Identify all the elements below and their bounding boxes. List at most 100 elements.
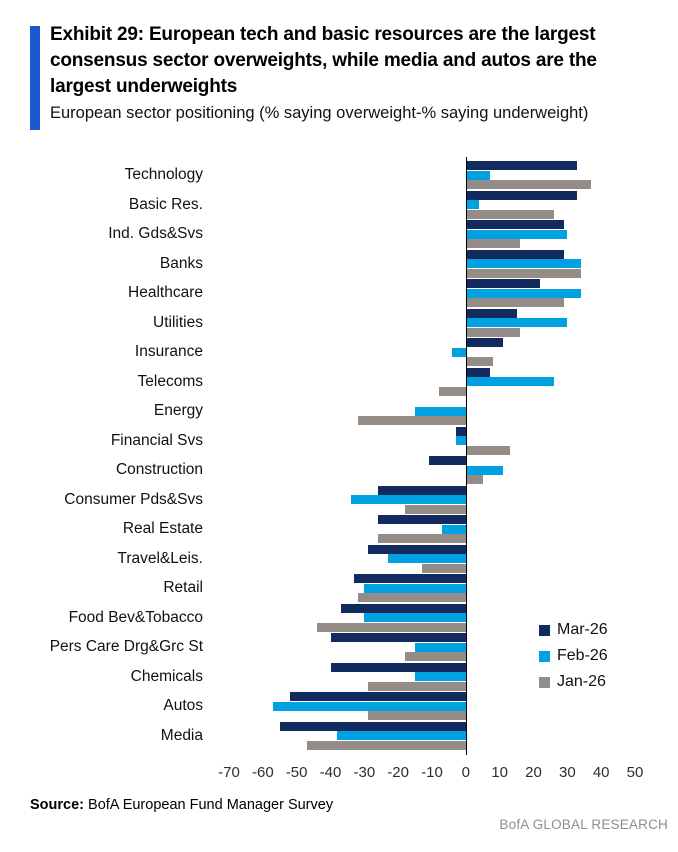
plot-area [229, 544, 635, 574]
bar-jan-26 [377, 534, 466, 543]
exhibit-title: Exhibit 29: European tech and basic reso… [50, 24, 597, 98]
bar-feb-26 [452, 347, 466, 357]
bar-jan-26 [404, 652, 466, 661]
category-label: Travel&Leis. [117, 549, 203, 567]
bar-mar-26 [465, 367, 490, 377]
bar-jan-26 [465, 357, 493, 366]
category-label: Media [160, 726, 203, 744]
plot-area [229, 632, 635, 662]
bar-jan-26 [465, 327, 520, 337]
bar-mar-26 [377, 515, 466, 524]
bar-jan-26 [465, 209, 554, 219]
bar-mar-26 [377, 485, 466, 495]
category-label: Retail [163, 579, 203, 596]
chart-row: Insurance [28, 337, 635, 367]
category-label: Energy [153, 402, 203, 419]
bar-jan-26 [367, 711, 466, 720]
zero-axis-line [465, 157, 468, 755]
bar-feb-26 [442, 524, 466, 534]
x-tick-label: -10 [421, 764, 443, 781]
x-tick-label: -30 [353, 764, 376, 781]
bar-feb-26 [465, 465, 504, 475]
plot-area [229, 721, 635, 751]
legend-label: Mar-26 [557, 621, 608, 638]
category-label: Ind. Gds&Svs [108, 225, 203, 242]
bar-feb-26 [465, 259, 581, 268]
bar-jan-26 [367, 681, 466, 691]
legend-entry: Feb-26 [539, 643, 608, 669]
chart-row: Construction [28, 455, 635, 485]
chart-row: Consumer Pds&Svs [28, 485, 635, 515]
x-tick-label: -50 [285, 764, 308, 781]
bar-mar-26 [465, 308, 517, 318]
bar-jan-26 [465, 475, 483, 484]
source-note: Source: BofA European Fund Manager Surve… [30, 797, 333, 813]
plot-area [229, 219, 635, 249]
chart-row: Utilities [28, 308, 635, 338]
bar-jan-26 [316, 622, 466, 632]
legend-entry: Jan-26 [539, 669, 608, 695]
bar-jan-26 [465, 445, 510, 455]
bar-mar-26 [455, 426, 466, 436]
plot-area [229, 691, 635, 721]
legend-swatch-feb-26 [539, 650, 550, 662]
x-tick-label: -40 [319, 764, 342, 781]
bar-mar-26 [289, 692, 466, 701]
category-label: Technology [124, 166, 203, 183]
bar-mar-26 [279, 721, 466, 731]
category-label: Real Estate [122, 520, 203, 537]
chart-row: Food Bev&Tobacco [28, 603, 635, 633]
legend-swatch-jan-26 [539, 676, 550, 688]
chart-row: Pers Care Drg&Grc St [28, 632, 635, 662]
chart-row: Basic Res. [28, 190, 635, 220]
x-tick-label: 20 [525, 764, 542, 781]
chart-row: Banks [28, 249, 635, 279]
x-tick-label: 10 [491, 764, 508, 781]
category-label: Banks [159, 254, 203, 272]
plot-area [229, 662, 635, 692]
bar-jan-26 [357, 593, 466, 602]
plot-area [229, 308, 635, 338]
chart-row: Ind. Gds&Svs [28, 219, 635, 249]
plot-area [229, 367, 635, 397]
brand-text: BofA GLOBAL RESEARCH [499, 817, 668, 832]
bar-mar-26 [330, 662, 466, 672]
bar-jan-26 [404, 504, 466, 514]
legend-label: Jan-26 [557, 673, 606, 690]
bar-feb-26 [465, 318, 568, 327]
category-label: Consumer Pds&Svs [64, 490, 203, 508]
x-tick-label: 40 [592, 764, 610, 781]
x-tick-label: 50 [626, 764, 644, 781]
legend-entry: Mar-26 [539, 617, 608, 643]
category-label: Telecoms [137, 372, 203, 390]
chart-row: Energy [28, 396, 635, 426]
chart-row: Healthcare [28, 278, 635, 308]
plot-area [229, 573, 635, 603]
plot-area [229, 455, 635, 485]
chart-grid: Technology Basic Res. Ind. Gds&Svs Banks Hea… [28, 160, 635, 750]
x-tick-label: 0 [461, 764, 470, 781]
bar-mar-26 [330, 633, 466, 642]
bar-jan-26 [306, 740, 466, 750]
legend: Mar-26 Feb-26 Jan-26 [539, 617, 608, 695]
source-label: Source: [30, 797, 84, 813]
category-label: Basic Res. [128, 195, 203, 213]
chart-subtitle: European sector positioning (% saying ov… [50, 104, 589, 122]
category-label: Pers Care Drg&Grc St [49, 638, 203, 655]
bar-feb-26 [415, 672, 466, 681]
bar-feb-26 [388, 554, 466, 563]
plot-area [229, 337, 635, 367]
chart-row: Telecoms [28, 367, 635, 397]
bar-mar-26 [465, 249, 564, 259]
bar-chart: Technology Basic Res. Ind. Gds&Svs Banks Hea… [28, 157, 643, 788]
bar-feb-26 [364, 583, 466, 593]
bar-jan-26 [465, 268, 581, 278]
category-label: Utilities [153, 313, 203, 331]
bar-mar-26 [465, 338, 504, 347]
chart-row: Chemicals [28, 662, 635, 692]
plot-area [229, 514, 635, 544]
chart-row: Retail [28, 573, 635, 603]
bar-feb-26 [364, 613, 466, 622]
legend-label: Feb-26 [557, 647, 608, 664]
x-tick-label: -70 [218, 764, 240, 781]
